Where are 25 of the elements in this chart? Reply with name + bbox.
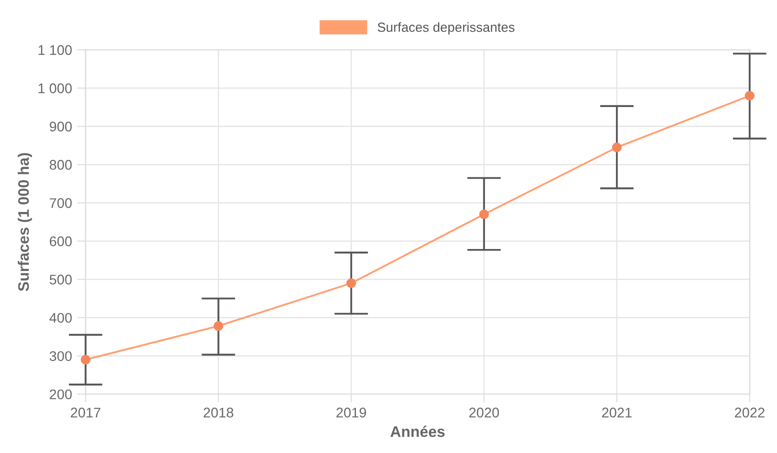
y-tick-label: 900 [50, 122, 72, 132]
point [80, 354, 90, 365]
point [346, 278, 356, 288]
point [479, 209, 489, 220]
x-tick-label: 2021 [602, 408, 632, 418]
y-tick-label: 800 [50, 160, 72, 170]
point [612, 142, 622, 152]
y-tick-label: 700 [50, 198, 72, 208]
point [744, 90, 755, 101]
y-tick-label: 600 [50, 236, 72, 246]
y-tick-label: 400 [49, 312, 72, 323]
x-tick-label: 2019 [336, 408, 366, 418]
y-tick-label: 200 [50, 389, 72, 400]
point [214, 321, 224, 331]
y-tick-label: 300 [50, 351, 72, 362]
x-tick-label: 2022 [734, 408, 764, 418]
x-tick-label: 2018 [204, 408, 234, 418]
y-axis-title: Surfaces (1 000 ha) [18, 153, 32, 292]
x-axis-title: Années [390, 426, 445, 438]
y-tick-label: 1 100 [38, 45, 72, 55]
y-tick-label: 500 [50, 274, 72, 285]
legend-label: Surfaces deperissantes [378, 22, 514, 35]
x-tick-label: 2017 [70, 408, 100, 418]
x-tick-label: 2020 [469, 408, 499, 418]
y-tick-label: 1 000 [38, 83, 72, 94]
